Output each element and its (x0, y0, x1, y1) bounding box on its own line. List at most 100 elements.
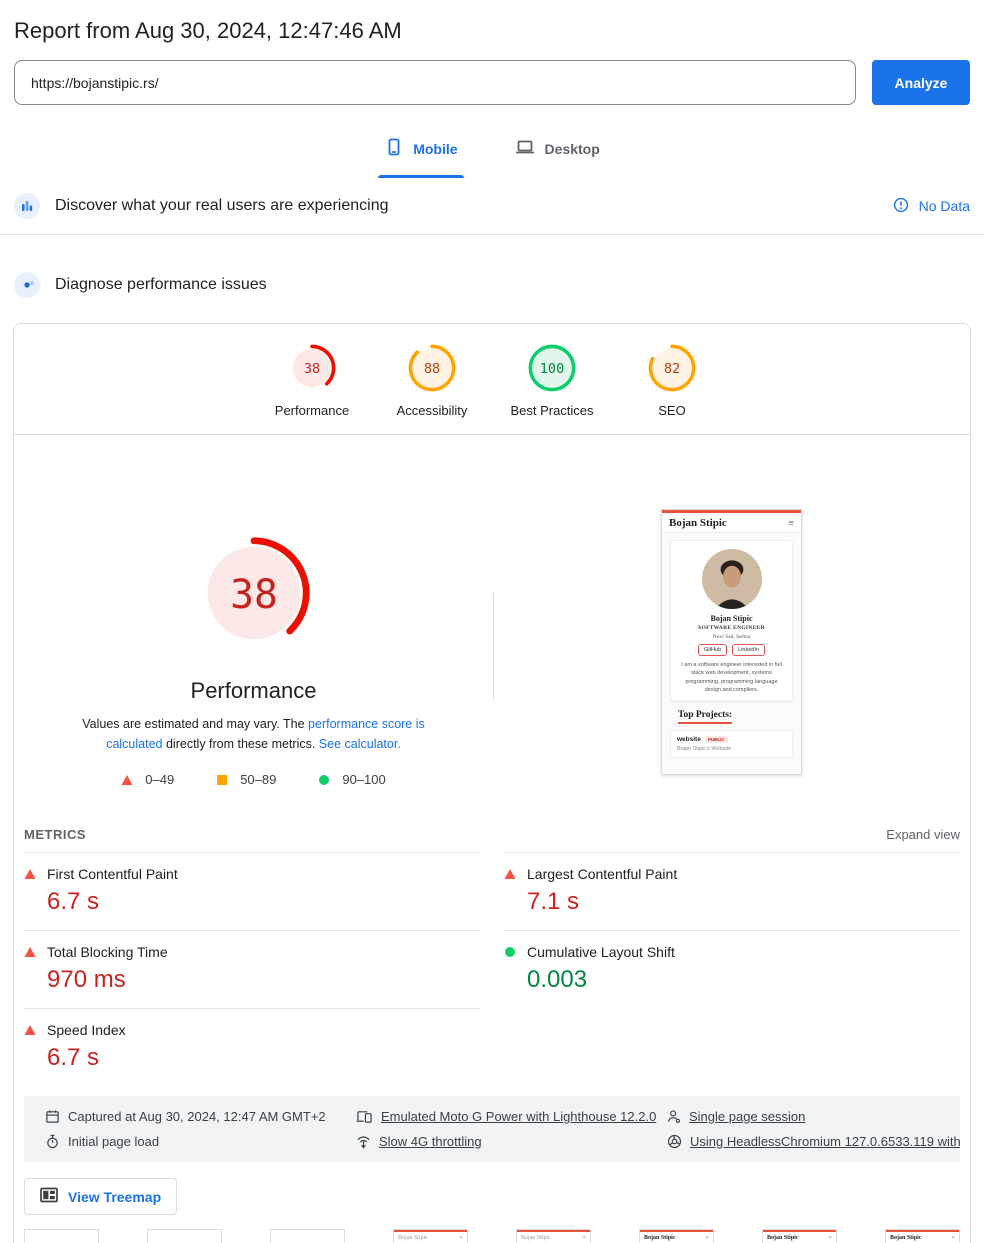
metrics-grid: First Contentful Paint 6.7 s Largest Con… (14, 852, 970, 1086)
capture-network[interactable]: Slow 4G throttling (356, 1134, 667, 1149)
network-throttle-icon (357, 1136, 370, 1149)
category-seo[interactable]: 82 SEO (612, 344, 732, 418)
category-accessibility[interactable]: 88 Accessibility (372, 344, 492, 418)
legend-range: 90–100 (342, 772, 386, 787)
metric-speed-index: Speed Index 6.7 s (24, 1008, 480, 1086)
preview-location: Novi Sad, Serbia (712, 634, 751, 640)
category-label: Best Practices (510, 403, 594, 418)
metric-largest-contentful-paint: Largest Contentful Paint 7.1 s (504, 852, 960, 930)
filmstrip-thumb-blank (24, 1229, 99, 1243)
capture-column: Single page session Using HeadlessChromiu… (667, 1109, 960, 1149)
performance-heading: Performance (190, 678, 317, 703)
field-data-section: Discover what your real users are experi… (0, 178, 984, 235)
legend-range: 0–49 (145, 772, 175, 787)
metric-value: 970 ms (47, 966, 126, 993)
fail-triangle-icon (24, 1025, 36, 1035)
performance-description: Values are estimated and may vary. The p… (54, 714, 454, 754)
svg-text:38: 38 (230, 572, 278, 618)
pass-circle-icon (319, 774, 330, 785)
svg-text:82: 82 (664, 361, 680, 377)
svg-text:38: 38 (304, 361, 320, 377)
lab-data-section: Diagnose performance issues (0, 257, 984, 313)
category-best-practices[interactable]: 100 Best Practices (492, 344, 612, 418)
preview-projects-heading: Top Projects: (678, 710, 733, 724)
gauge-arc: 100 (528, 344, 576, 392)
tab-desktop[interactable]: Desktop (508, 135, 606, 178)
metric-name: Cumulative Layout Shift (527, 944, 675, 960)
stopwatch-icon (47, 1134, 58, 1149)
metric-value: 6.7 s (47, 888, 100, 915)
legend-pass: 90–100 (318, 772, 386, 787)
analyze-button[interactable]: Analyze (872, 60, 970, 105)
filmstrip-thumb-loaded: Bojan Stipic ≡ (639, 1229, 714, 1243)
menu-icon: ≡ (788, 517, 794, 529)
no-data-link[interactable]: No Data (893, 197, 970, 216)
metric-value: 7.1 s (527, 888, 580, 915)
average-square-icon (217, 774, 228, 785)
info-icon (893, 197, 909, 216)
preview-site-title: Bojan Stipic (669, 517, 727, 529)
legend-average: 50–89 (216, 772, 276, 787)
performance-overview: 38 Performance Values are estimated and … (14, 435, 970, 807)
column-divider (493, 593, 494, 699)
emulated-device-icon (356, 1111, 372, 1123)
capture-info-bar: Captured at Aug 30, 2024, 12:47 AM GMT+2… (24, 1096, 960, 1162)
metric-first-contentful-paint: First Contentful Paint 6.7 s (24, 852, 480, 930)
fail-triangle-icon (24, 947, 36, 957)
description-text: Values are estimated and may vary. The (82, 717, 309, 731)
tab-desktop-label: Desktop (544, 140, 600, 157)
metric-empty-cell (504, 1008, 960, 1086)
divider (14, 434, 970, 435)
session-icon (668, 1110, 681, 1124)
capture-emulated-device[interactable]: Emulated Moto G Power with Lighthouse 12… (356, 1109, 667, 1124)
fail-triangle-icon (24, 869, 36, 879)
performance-gauge: 38 (196, 535, 312, 656)
filmstrip-thumb-loading: Bojan Stipic ≡ (516, 1229, 591, 1243)
capture-session[interactable]: Single page session (667, 1109, 939, 1124)
no-data-label: No Data (918, 198, 970, 214)
page-screenshot: Bojan Stipic ≡ Bojan Stipic SOFTWARE ENG… (661, 509, 802, 775)
url-bar: Analyze (14, 60, 970, 105)
filmstrip-thumb-loading: Bojan Stipic ≡ (393, 1229, 468, 1243)
capture-chromium[interactable]: Using HeadlessChromium 127.0.6533.119 wi… (667, 1134, 960, 1149)
gauge-arc: 38 (288, 344, 336, 392)
filmstrip-thumb-loaded: Bojan Stipic ≡ (885, 1229, 960, 1243)
thumb-site-title: Bojan Stipic (398, 1235, 428, 1241)
menu-icon: ≡ (951, 1235, 955, 1241)
metric-name: First Contentful Paint (47, 866, 178, 882)
metric-cumulative-layout-shift: Cumulative Layout Shift 0.003 (504, 930, 960, 1008)
field-data-title: Discover what your real users are experi… (55, 197, 389, 214)
menu-icon: ≡ (582, 1235, 586, 1241)
pass-circle-icon (505, 947, 515, 957)
gauge-arc: 82 (648, 344, 696, 392)
preview-project-description: Bojan Stipic's Website (677, 746, 732, 752)
metrics-heading: METRICS (24, 827, 86, 842)
thumb-site-title: Bojan Stipic (890, 1235, 922, 1241)
category-performance[interactable]: 38 Performance (252, 344, 372, 418)
legend-fail: 0–49 (121, 772, 174, 787)
tab-mobile[interactable]: Mobile (378, 135, 464, 178)
preview-project-card: website PUBLIC Bojan Stipic's Website (670, 730, 793, 758)
svg-text:88: 88 (424, 361, 440, 377)
preview-project-badge: PUBLIC (704, 736, 728, 743)
category-label: SEO (658, 403, 686, 418)
fail-triangle-icon (504, 869, 516, 879)
preview-bio: I am a software engineer interested in f… (681, 662, 782, 693)
view-treemap-label: View Treemap (68, 1188, 162, 1205)
view-treemap-button[interactable]: View Treemap (24, 1178, 178, 1215)
real-users-icon (14, 193, 40, 219)
filmstrip-thumb-blank (147, 1229, 222, 1243)
menu-icon: ≡ (705, 1235, 709, 1241)
expand-view-link[interactable]: Expand view (886, 827, 960, 842)
capture-column: Captured at Aug 30, 2024, 12:47 AM GMT+2… (45, 1109, 356, 1149)
gauge-arc: 38 (197, 537, 310, 649)
lab-data-title: Diagnose performance issues (55, 276, 267, 293)
diagnose-gauge-icon (14, 272, 40, 298)
metric-name: Speed Index (47, 1022, 126, 1038)
capture-column: Emulated Moto G Power with Lighthouse 12… (356, 1109, 667, 1149)
category-label: Accessibility (396, 403, 468, 418)
url-input[interactable] (14, 60, 856, 105)
description-link[interactable]: performance score is calculated (106, 717, 425, 751)
profile-photo (701, 549, 762, 609)
description-link[interactable]: See calculator. (318, 737, 401, 751)
